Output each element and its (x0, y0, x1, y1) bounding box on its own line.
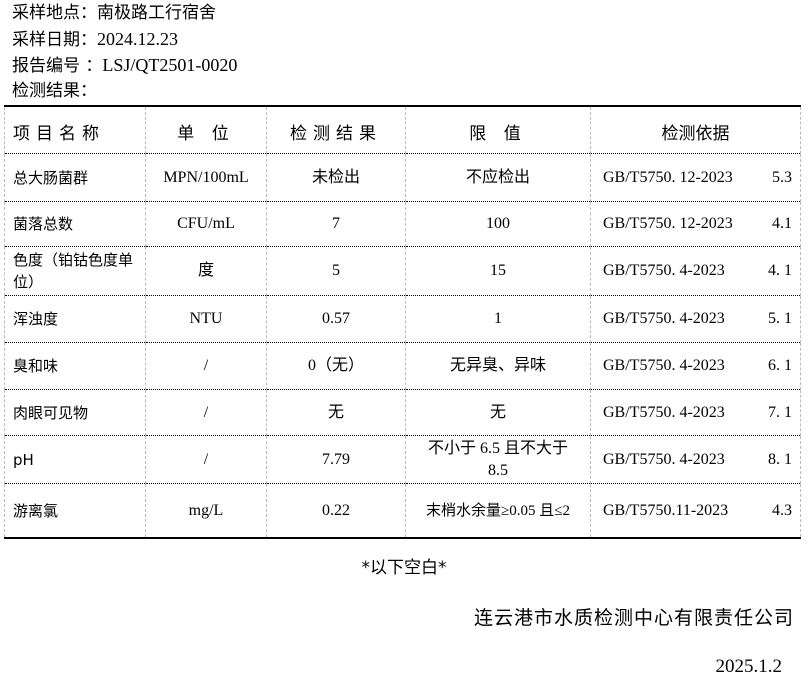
table-row: 色度（铂钴色度单位）度 5 15 GB/T5750. 4-2023 4. 1 (4, 246, 801, 296)
table-row: 游离氯 mg/L 0.22 末梢水余量≥0.05 且≤2 GB/T5750.11-202… (4, 483, 801, 539)
cell-item: 色度（铂钴色度单位） (4, 246, 146, 296)
basis-standard: GB/T5750. 12-2023 (603, 215, 733, 232)
cell-result: 无 (266, 389, 406, 436)
cell-limit: 无异臭、异味 (405, 342, 591, 390)
results-table: 项目名称 单 位 检测结果 限 值 检测依据 总大肠菌群 MPN/100mL 未检出… (4, 105, 801, 539)
basis-standard: GB/T5750. 4-2023 (603, 262, 725, 279)
cell-limit: 末梢水余量≥0.05 且≤2 (405, 483, 591, 539)
sampling-date: 采样日期：2024.12.23 (12, 29, 178, 50)
basis-clause: 8. 1 (768, 450, 792, 468)
col-basis: 检测依据 (590, 106, 801, 154)
cell-result: 0.22 (266, 483, 406, 539)
cell-unit: / (145, 342, 267, 390)
cell-unit: CFU/mL (145, 201, 267, 247)
cell-unit: mg/L (145, 483, 267, 539)
basis-clause: 5. 1 (768, 310, 792, 327)
basis-clause: 7. 1 (768, 403, 792, 421)
basis-clause: 4.3 (772, 501, 792, 519)
cell-limit: 15 (405, 246, 591, 296)
cell-result: 0.57 (266, 295, 406, 343)
cell-item: 游离氯 (4, 483, 146, 539)
cell-result: 5 (266, 246, 406, 296)
cell-basis: GB/T5750. 4-2023 4. 1 (590, 246, 801, 296)
cell-basis: GB/T5750. 12-2023 4.1 (590, 201, 801, 247)
cell-basis: GB/T5750. 4-2023 7. 1 (590, 389, 801, 436)
cell-limit: 不应检出 (405, 153, 591, 202)
cell-unit: 度 (145, 246, 267, 296)
basis-standard: GB/T5750. 4-2023 (603, 357, 725, 374)
basis-standard: GB/T5750.11-2023 (603, 501, 729, 519)
company-name: 连云港市水质检测中心有限责任公司 (473, 607, 794, 629)
basis-standard: GB/T5750. 4-2023 (603, 450, 725, 468)
report-date: 2025.1.2 (715, 656, 783, 677)
blank-note: *以下空白* (361, 558, 447, 578)
cell-unit: / (145, 389, 267, 436)
table-row: pH/7.79 不小于 6.5 且不大于 8.5 GB/T5750. 4-2023 8… (4, 435, 801, 484)
sampling-site: 采样地点：南极路工行宿舍 (12, 3, 216, 23)
table-row: 浑浊度 NTU 0.57 1 GB/T5750. 4-2023 5. 1 (4, 295, 801, 343)
col-item: 项目名称 (4, 106, 146, 154)
table-row: 总大肠菌群 MPN/100mL 未检出 不应检出 GB/T5750. 12-2023 5.… (4, 153, 801, 202)
cell-item: 臭和味 (4, 342, 146, 390)
cell-limit: 100 (405, 201, 591, 247)
cell-item: 菌落总数 (4, 201, 146, 247)
table-header: 项目名称 单 位 检测结果 限 值 检测依据 (4, 106, 801, 154)
basis-standard: GB/T5750. 4-2023 (603, 403, 725, 421)
cell-basis: GB/T5750. 4-2023 8. 1 (590, 435, 801, 484)
cell-item: 浑浊度 (4, 295, 146, 343)
cell-basis: GB/T5750. 12-2023 5.3 (590, 153, 801, 202)
cell-result: 7.79 (266, 435, 406, 484)
cell-item: pH (4, 435, 146, 484)
cell-basis: GB/T5750. 4-2023 5. 1 (590, 295, 801, 343)
cell-result: 0（无） (266, 342, 406, 390)
basis-standard: GB/T5750. 4-2023 (603, 310, 725, 327)
cell-basis: GB/T5750. 4-2023 6. 1 (590, 342, 801, 390)
col-result: 检测结果 (266, 106, 406, 154)
cell-unit: NTU (145, 295, 267, 343)
cell-unit: / (145, 435, 267, 484)
cell-unit: MPN/100mL (145, 153, 267, 202)
cell-limit: 无 (405, 389, 591, 436)
table-row: 臭和味/0（无） 无异臭、异味 GB/T5750. 4-2023 6. 1 (4, 342, 801, 390)
table-row: 菌落总数 CFU/mL 7 100 GB/T5750. 12-2023 4.1 (4, 201, 801, 247)
cell-result: 7 (266, 201, 406, 247)
basis-clause: 5.3 (772, 168, 792, 186)
table-row: 肉眼可见物 / 无无 GB/T5750. 4-2023 7. 1 (4, 389, 801, 436)
results-label: 检测结果： (12, 81, 97, 101)
basis-standard: GB/T5750. 12-2023 (603, 168, 733, 186)
cell-item: 总大肠菌群 (4, 153, 146, 202)
cell-result: 未检出 (266, 153, 406, 202)
col-unit: 单 位 (145, 106, 267, 154)
basis-clause: 6. 1 (768, 357, 792, 374)
cell-limit: 不小于 6.5 且不大于 8.5 (405, 435, 591, 484)
report-number: 报告编号 ：LSJ/QT2501-0020 (12, 55, 238, 76)
cell-item: 肉眼可见物 (4, 389, 146, 436)
cell-limit: 1 (405, 295, 591, 343)
col-limit: 限 值 (405, 106, 591, 154)
cell-basis: GB/T5750.11-2023 4.3 (590, 483, 801, 539)
basis-clause: 4. 1 (768, 262, 792, 279)
basis-clause: 4.1 (772, 215, 792, 232)
